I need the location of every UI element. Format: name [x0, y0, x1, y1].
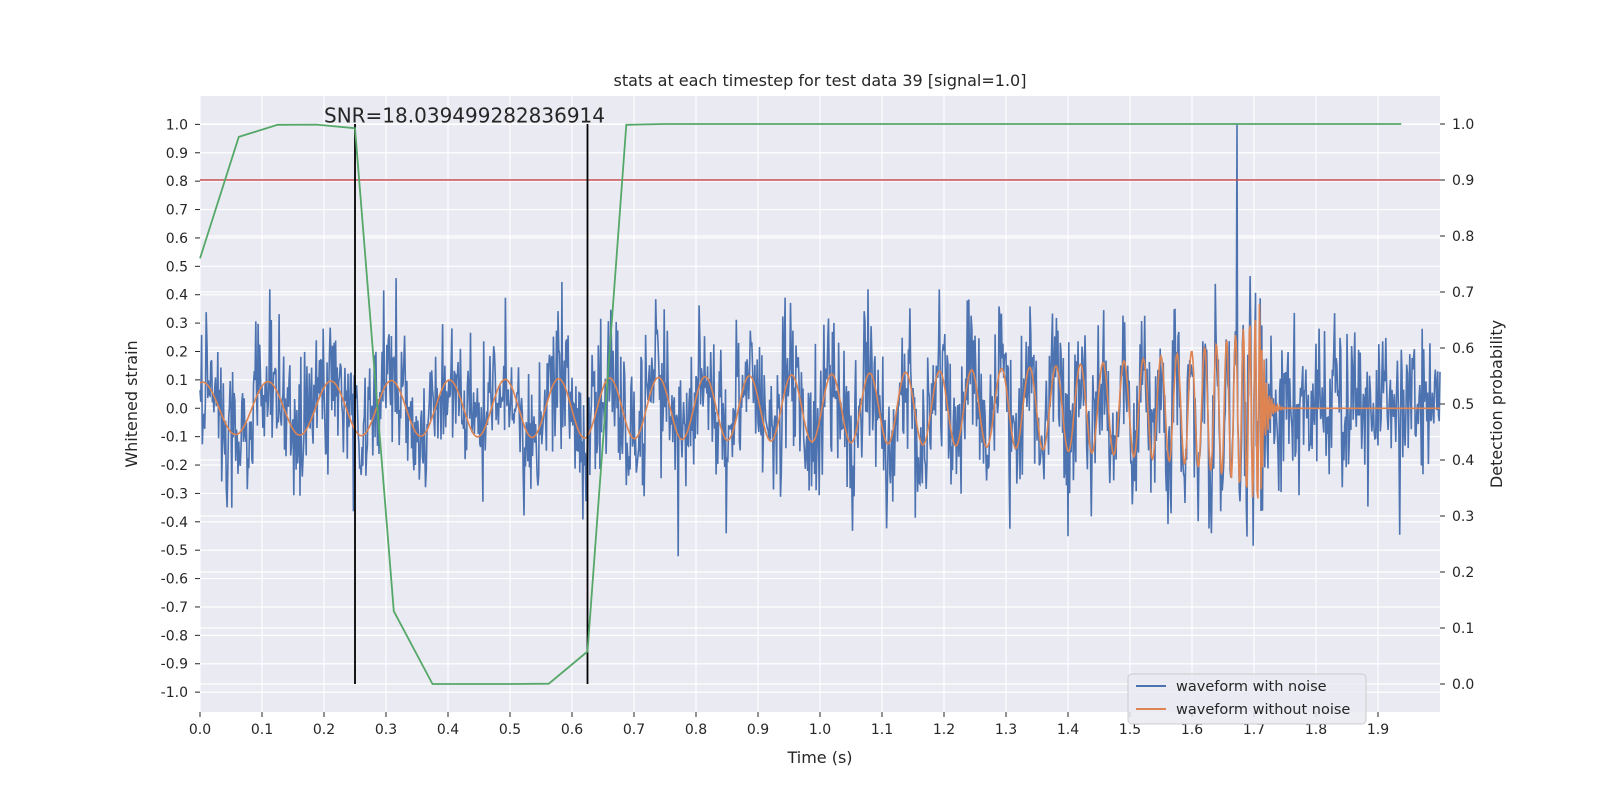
x-axis-label: Time (s) — [786, 748, 852, 767]
x-tick-label: 1.3 — [995, 722, 1017, 738]
x-tick-label: 0.1 — [251, 722, 273, 738]
x-tick-label: 1.8 — [1305, 722, 1327, 738]
y-right-tick-label: 0.3 — [1452, 509, 1474, 525]
y-left-tick-label: 0.9 — [166, 146, 188, 162]
y-left-tick-label: -0.8 — [161, 628, 188, 644]
y-left-tick-label: 0.3 — [166, 316, 188, 332]
series-detection-probability — [199, 123, 1402, 685]
y-right-tick-label: 0.1 — [1452, 621, 1474, 637]
y-right-tick-label: 0.6 — [1452, 341, 1474, 357]
legend-label-clean: waveform without noise — [1176, 702, 1350, 718]
y-left-tick-label: 0.2 — [166, 344, 188, 360]
y-left-tick-label: 0.6 — [166, 231, 188, 247]
x-tick-label: 0.9 — [747, 722, 769, 738]
y-left-tick-label: -0.4 — [161, 515, 188, 531]
x-tick-label: 1.2 — [933, 722, 955, 738]
x-tick-label: 0.6 — [561, 722, 583, 738]
x-tick-label: 1.4 — [1057, 722, 1079, 738]
x-tick-label: 1.6 — [1181, 722, 1203, 738]
y-right-tick-label: 0.9 — [1452, 173, 1474, 189]
x-tick-label: 1.9 — [1367, 722, 1389, 738]
x-tick-label: 0.5 — [499, 722, 521, 738]
y-left-tick-label: 0.5 — [166, 259, 188, 275]
x-tick-label: 1.1 — [871, 722, 893, 738]
y-axis-label-right: Detection probability — [1487, 320, 1506, 488]
x-tick-label: 0.0 — [189, 722, 211, 738]
legend-label-noise: waveform with noise — [1176, 679, 1327, 695]
y-left-tick-label: -0.2 — [161, 458, 188, 474]
y-left-tick-label: 1.0 — [166, 117, 188, 133]
y-axis-label-left: Whitened strain — [122, 340, 141, 467]
x-tick-label: 1.7 — [1243, 722, 1265, 738]
y-left-tick-label: -0.3 — [161, 486, 188, 502]
y-left-tick-label: -0.7 — [161, 600, 188, 616]
y-right-tick-label: 0.7 — [1452, 285, 1474, 301]
x-tick-label: 1.0 — [809, 722, 831, 738]
y-left-tick-label: -0.9 — [161, 657, 188, 673]
x-tick-label: 0.7 — [623, 722, 645, 738]
x-tick-label: 0.2 — [313, 722, 335, 738]
y-left-tick-label: -0.6 — [161, 572, 188, 588]
y-left-tick-label: -0.1 — [161, 430, 188, 446]
y-left-tick-label: 0.0 — [166, 401, 188, 417]
x-tick-label: 0.8 — [685, 722, 707, 738]
axes: 0.0 0.1 0.2 0.3 0.4 0.5 0.6 0.7 0.8 0.9 1.0 1.1 1.2 1… — [161, 117, 1475, 738]
legend-box — [1127, 673, 1367, 725]
y-left-tick-label: 0.1 — [166, 373, 188, 389]
y-left-tick-label: -0.5 — [161, 543, 188, 559]
y-right-tick-label: 0.5 — [1452, 397, 1474, 413]
y-left-tick-label: 0.4 — [166, 288, 188, 304]
y-left-tick-label: 0.8 — [166, 174, 188, 190]
y-left-tick-label: 0.7 — [166, 203, 188, 219]
series-waveform-without-noise — [199, 304, 1440, 499]
chart-title: stats at each timestep for test data 39 … — [614, 71, 1027, 90]
legend: waveform with noise waveform without noi… — [1127, 673, 1367, 725]
x-tick-label: 1.5 — [1119, 722, 1141, 738]
y-right-tick-label: 0.2 — [1452, 565, 1474, 581]
y-left-tick-label: -1.0 — [161, 685, 188, 701]
y-right-tick-label: 1.0 — [1452, 117, 1474, 133]
x-tick-label: 0.4 — [437, 722, 459, 738]
y-right-tick-label: 0.8 — [1452, 229, 1474, 245]
x-tick-label: 0.3 — [375, 722, 397, 738]
snr-annotation: SNR=18.039499282836914 — [324, 103, 605, 127]
series-layer — [199, 123, 1441, 685]
y-right-tick-label: 0.0 — [1452, 677, 1474, 693]
y-right-tick-label: 0.4 — [1452, 453, 1474, 469]
